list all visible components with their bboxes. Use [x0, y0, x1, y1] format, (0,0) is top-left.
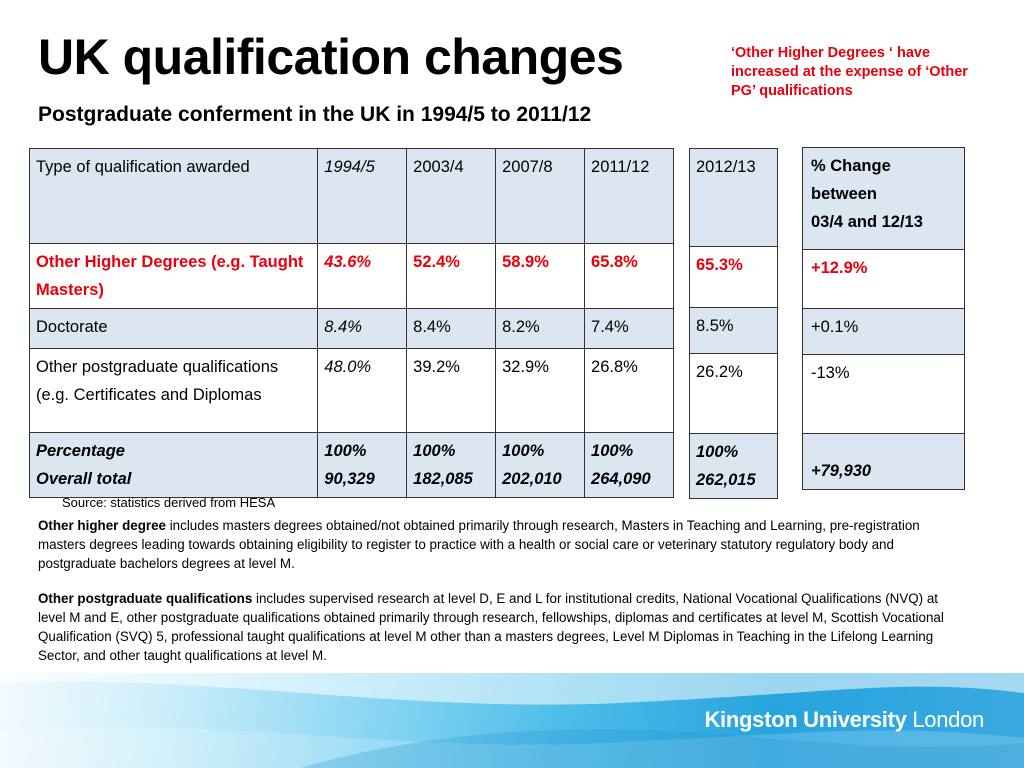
- wave-decoration: [0, 673, 1024, 768]
- header-2003: 2003/4: [406, 148, 497, 244]
- total-cell: 100% 202,010: [495, 432, 586, 498]
- table-cell: 8.2%: [495, 308, 586, 349]
- table-cell: 58.9%: [495, 243, 586, 309]
- definitions: Other higher degree includes masters deg…: [38, 516, 968, 681]
- table-cell: 8.5%: [689, 307, 778, 354]
- table-row: +0.1%: [802, 308, 965, 355]
- brand-name: Kingston University: [704, 707, 907, 732]
- table-total-row: 100% 262,015: [689, 433, 778, 499]
- total-percent: 100%: [324, 442, 367, 460]
- header-change-line3: 03/4 and 12/13: [811, 213, 923, 231]
- header-2012: 2012/13: [689, 148, 778, 247]
- total-cell: 100% 90,329: [317, 432, 408, 498]
- footer-banner: Kingston University London: [0, 673, 1024, 768]
- definition-term: Other postgraduate qualifications: [38, 591, 253, 606]
- header-2007: 2007/8: [495, 148, 586, 244]
- table-cell: +0.1%: [802, 308, 965, 355]
- total-percent: 100%: [502, 442, 545, 460]
- table-row: Doctorate 8.4% 8.4% 8.2% 7.4%: [28, 308, 674, 349]
- brand-location: London: [912, 707, 984, 732]
- total-percent: 100%: [413, 442, 456, 460]
- table-row: Other postgraduate qualifications (e.g. …: [28, 348, 674, 433]
- table-total-row: +79,930: [802, 433, 965, 490]
- total-cell: 100% 182,085: [406, 432, 497, 498]
- table-cell: 65.3%: [689, 246, 778, 308]
- table-cell: -13%: [802, 354, 965, 434]
- total-count: 182,085: [413, 470, 473, 488]
- year-2012-table: 2012/13 65.3% 8.5% 26.2% 100% 262,015: [689, 148, 778, 499]
- total-count: 264,090: [591, 470, 651, 488]
- total-cell: 100% 264,090: [584, 432, 674, 498]
- definition-other-higher-degree: Other higher degree includes masters deg…: [38, 516, 968, 573]
- total-label-percentage: Percentage: [36, 442, 125, 460]
- total-cell: 100% 262,015: [689, 433, 778, 499]
- total-count: 90,329: [324, 470, 375, 488]
- table-cell: 48.0%: [317, 348, 408, 433]
- table-row: 65.3%: [689, 246, 778, 308]
- callout-note: ‘Other Higher Degrees ‘ have increased a…: [731, 45, 968, 99]
- total-percent: 100%: [591, 442, 634, 460]
- kingston-logo: Kingston University London: [704, 707, 984, 733]
- total-percent: 100%: [696, 443, 739, 461]
- total-label: Percentage Overall total: [28, 432, 319, 498]
- table-header-row: Type of qualification awarded 1994/5 200…: [28, 148, 674, 244]
- table-row: 8.5%: [689, 307, 778, 354]
- definition-other-pg: Other postgraduate qualifications includ…: [38, 589, 968, 665]
- table-row: Other Higher Degrees (e.g. Taught Master…: [28, 243, 674, 309]
- header-change-line2: between: [811, 185, 878, 203]
- row-label: Doctorate: [28, 308, 319, 349]
- table-cell: 52.4%: [406, 243, 497, 309]
- total-count: 262,015: [696, 471, 756, 489]
- table-row: 26.2%: [689, 353, 778, 434]
- table-header-row: 2012/13: [689, 148, 778, 247]
- total-count: 202,010: [502, 470, 562, 488]
- table-cell: 8.4%: [406, 308, 497, 349]
- header-type: Type of qualification awarded: [28, 148, 319, 244]
- header-change-line1: % Change: [811, 157, 891, 175]
- total-label-overall: Overall total: [36, 470, 132, 488]
- table-cell: +12.9%: [802, 249, 965, 309]
- source-note: Source: statistics derived from HESA: [62, 495, 276, 510]
- definition-term: Other higher degree: [38, 518, 166, 533]
- table-cell: 8.4%: [317, 308, 408, 349]
- table-cell: 43.6%: [317, 243, 408, 309]
- table-cell: 7.4%: [584, 308, 674, 349]
- main-qualification-table: Type of qualification awarded 1994/5 200…: [28, 148, 674, 498]
- row-label: Other postgraduate qualifications (e.g. …: [28, 348, 319, 433]
- table-cell: 39.2%: [406, 348, 497, 433]
- change-table: % Change between 03/4 and 12/13 +12.9% +0.…: [802, 147, 965, 490]
- header-change: % Change between 03/4 and 12/13: [802, 147, 965, 250]
- table-header-row: % Change between 03/4 and 12/13: [802, 147, 965, 250]
- definition-text: includes supervised research at level D,…: [38, 591, 944, 663]
- definition-text: includes masters degrees obtained/not ob…: [38, 518, 920, 571]
- table-cell: 65.8%: [584, 243, 674, 309]
- table-row: -13%: [802, 354, 965, 434]
- table-cell: 26.2%: [689, 353, 778, 434]
- table-cell: 26.8%: [584, 348, 674, 433]
- page-subtitle: Postgraduate conferment in the UK in 199…: [38, 103, 592, 126]
- total-cell: +79,930: [802, 433, 965, 490]
- header-2011: 2011/12: [584, 148, 674, 244]
- header-1994: 1994/5: [317, 148, 408, 244]
- row-label: Other Higher Degrees (e.g. Taught Master…: [28, 243, 319, 309]
- table-cell: 32.9%: [495, 348, 586, 433]
- page-title: UK qualification changes: [38, 29, 624, 85]
- table-total-row: Percentage Overall total 100% 90,329 100% 1…: [28, 432, 674, 498]
- table-row: +12.9%: [802, 249, 965, 309]
